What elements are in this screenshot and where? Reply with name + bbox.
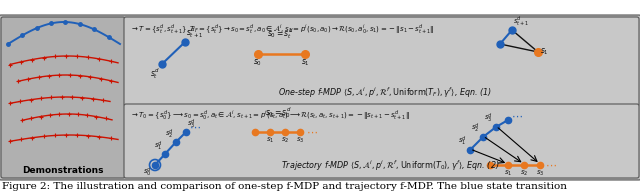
Text: $s_3$: $s_3$ (296, 136, 304, 145)
Text: $s_{t+1}^d$: $s_{t+1}^d$ (186, 25, 204, 40)
Text: $s_2^d$: $s_2^d$ (471, 122, 480, 135)
Text: Trajectory f-MDP $\langle S, \mathcal{A}^i, p^i, \mathcal{R}^f, \mathrm{Uniform}: Trajectory f-MDP $\langle S, \mathcal{A}… (281, 159, 499, 173)
Text: $s_1$: $s_1$ (301, 57, 309, 68)
FancyBboxPatch shape (124, 17, 639, 106)
Text: One-step f-MDP $\langle S, \mathcal{A}^i, p^i, \mathcal{R}^f, \mathrm{Uniform}(T: One-step f-MDP $\langle S, \mathcal{A}^i… (278, 86, 492, 100)
Text: $s_2^d$: $s_2^d$ (165, 128, 174, 141)
Text: Figure 2: The illustration and comparison of one-step f-MDP and trajectory f-MDP: Figure 2: The illustration and compariso… (2, 182, 567, 191)
Text: $s_t^d$: $s_t^d$ (150, 66, 160, 81)
Text: $s_3^d$: $s_3^d$ (484, 112, 493, 125)
Text: $s_3$: $s_3$ (536, 169, 544, 178)
FancyBboxPatch shape (124, 104, 639, 178)
Text: $s_{t+1}^d$: $s_{t+1}^d$ (513, 14, 529, 28)
Text: $\cdots$: $\cdots$ (189, 122, 201, 132)
Text: $s_0$: $s_0$ (253, 57, 262, 68)
Text: $\cdots$: $\cdots$ (306, 127, 318, 137)
Text: $s_3^d$: $s_3^d$ (187, 118, 196, 131)
Text: $s_2$: $s_2$ (281, 136, 289, 145)
Text: Demonstrations: Demonstrations (22, 166, 104, 175)
Text: $\cdots$: $\cdots$ (511, 111, 523, 121)
Text: $s_1^d$: $s_1^d$ (458, 135, 467, 148)
Text: $s_1$: $s_1$ (266, 136, 274, 145)
Text: $s_2$: $s_2$ (520, 169, 528, 178)
Text: $s_0 = s_t^d$: $s_0 = s_t^d$ (267, 26, 293, 41)
Text: $s_1$: $s_1$ (504, 169, 512, 178)
Text: $\rightarrow T = \{s_t^d, s_{t+1}^d\}, T_F = \{s_t^d\} \rightarrow s_0 = s_t^d, : $\rightarrow T = \{s_t^d, s_{t+1}^d\}, T… (130, 22, 435, 36)
Text: $s_1$: $s_1$ (540, 47, 549, 57)
Text: $\rightarrow T_0 = \{s_0^d\} \longrightarrow s_0 = s_0^d, a_t \in \mathcal{A}^i,: $\rightarrow T_0 = \{s_0^d\} \longrighta… (130, 108, 410, 122)
FancyBboxPatch shape (1, 17, 125, 178)
Text: $s_0^d$: $s_0^d$ (143, 166, 152, 179)
Text: $\cdots$: $\cdots$ (545, 160, 557, 170)
Text: $s_1^d$: $s_1^d$ (154, 140, 163, 153)
Text: $s_0 = s_0^d$: $s_0 = s_0^d$ (264, 105, 291, 120)
FancyBboxPatch shape (0, 15, 640, 180)
